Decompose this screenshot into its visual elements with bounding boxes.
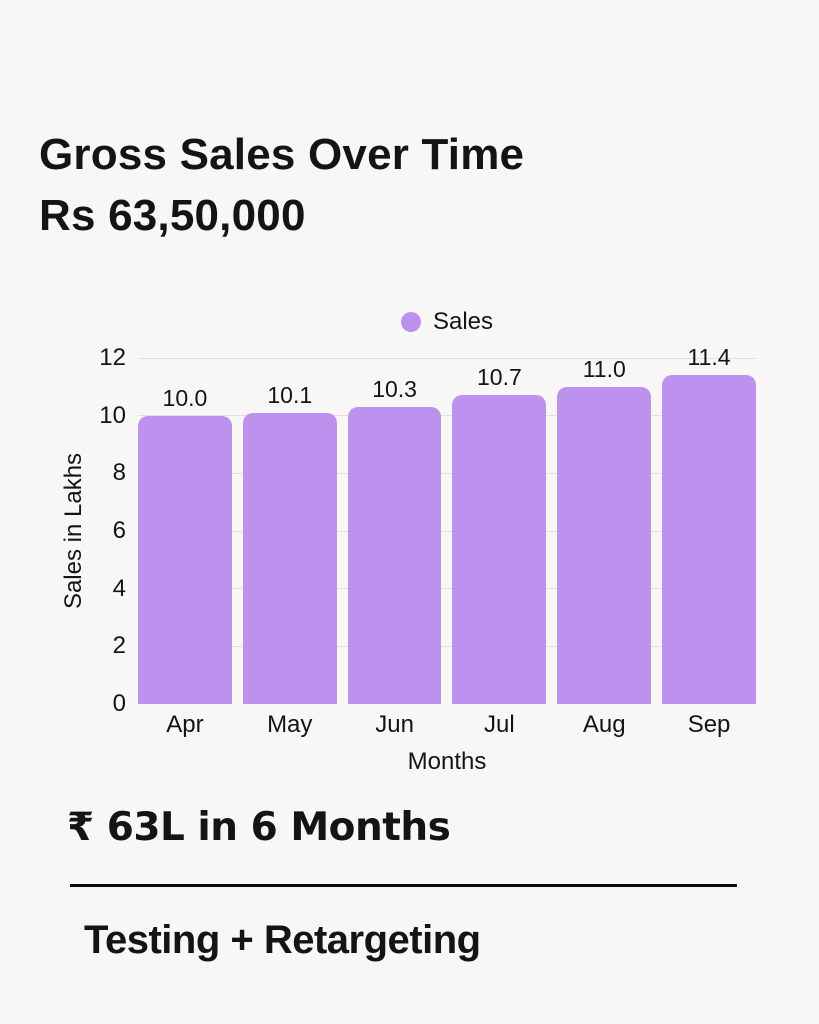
legend-sales-label: Sales (432, 308, 494, 335)
bar-value-label: 10.3 (372, 376, 417, 403)
bar (347, 407, 442, 704)
legend-sales-swatch-icon (400, 312, 421, 332)
gridline-y-6 (138, 530, 756, 532)
bar-group-jun: 10.3 (347, 358, 442, 704)
divider-line (70, 884, 737, 887)
gridline-y-12 (138, 357, 756, 359)
footer-subtitle: Testing + Retargeting (84, 918, 481, 962)
x-tick-label-may: May (267, 711, 313, 738)
x-tick-label-jun: Jun (375, 711, 414, 738)
bar-chart-plot-area: 0 2 4 6 8 10 12 10.0 10.1 10.3 10.7 11.0 11.4 (99, 344, 756, 717)
bar (138, 415, 232, 704)
y-tick-label-2: 2 (112, 632, 126, 660)
x-tick-label-aug: Aug (582, 711, 626, 738)
y-tick-label-0: 0 (112, 690, 126, 717)
bar-value-label: 11.4 (687, 344, 731, 371)
x-tick-label-apr: Apr (166, 711, 204, 738)
bar-group-sep: 11.4 (662, 344, 756, 704)
bar-value-label: 10.1 (267, 381, 313, 408)
gridline-y-8 (138, 472, 756, 474)
y-tick-label-12: 12 (99, 344, 126, 371)
x-axis-tick-labels: Apr May Jun Jul Aug Sep (138, 711, 756, 739)
bar (242, 412, 337, 704)
gridline-y-2 (138, 645, 756, 647)
chart-legend: Sales (138, 308, 756, 336)
bars-layer: 10.0 10.1 10.3 10.7 11.0 11.4 (138, 344, 756, 704)
page-title: Gross Sales Over Time Rs 63,50,000 (39, 124, 524, 246)
bar-group-jul: 10.7 (452, 358, 547, 704)
title-line-1: Gross Sales Over Time (39, 130, 525, 179)
bar-value-label: 10.0 (162, 384, 208, 411)
y-tick-label-10: 10 (99, 401, 126, 429)
bar (557, 386, 652, 704)
footer-headline: ₹ 63L in 6 Months (67, 805, 451, 850)
x-tick-label-sep: Sep (687, 711, 731, 738)
bar (662, 375, 756, 704)
bar-group-may: 10.1 (242, 358, 337, 704)
bar-value-label: 11.0 (582, 355, 626, 382)
y-tick-label-8: 8 (112, 459, 126, 487)
y-tick-label-4: 4 (112, 574, 126, 602)
bar-value-label: 10.7 (477, 364, 522, 391)
gridline-y-4 (138, 588, 756, 590)
bar-group-aug: 11.0 (557, 355, 652, 704)
y-tick-label-6: 6 (112, 517, 126, 544)
bar-group-apr: 10.0 (138, 358, 232, 704)
x-axis-title: Months (407, 748, 487, 775)
gridline-y-10 (138, 415, 756, 417)
bar (452, 395, 547, 704)
x-tick-label-jul: Jul (484, 711, 515, 738)
title-line-2: Rs 63,50,000 (39, 191, 306, 240)
